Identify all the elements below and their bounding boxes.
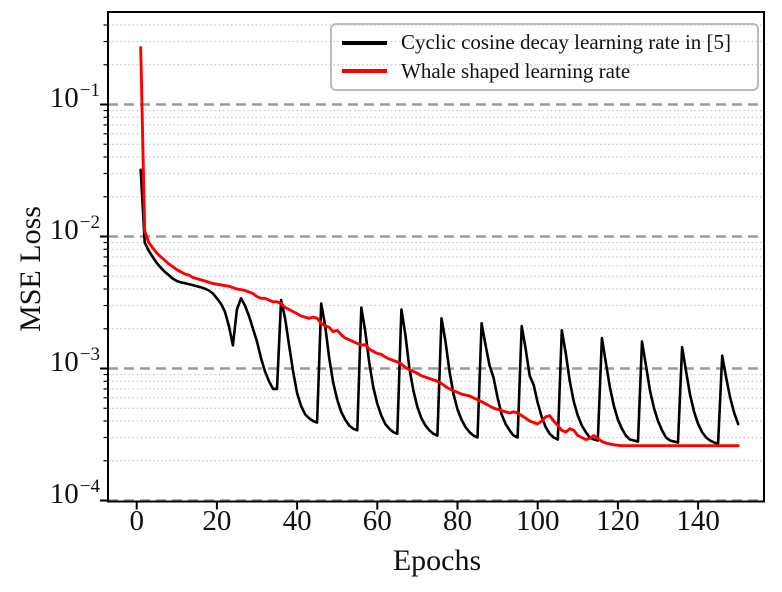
y-tick-label-1e-2: 10−2 [49,211,100,246]
series-line-whale-shaped [139,46,740,448]
y-tick-label-1e-4: 10−4 [49,475,100,510]
x-axis-label: Epochs [392,544,482,577]
legend: Cyclic cosine decay learning rate in [5]… [330,23,759,91]
minor-gridlines [108,24,764,462]
y-tick-label-1e-3: 10−3 [49,343,100,378]
x-tick-label-120: 120 [596,505,640,537]
legend-line-sample-black [342,40,387,45]
x-tick-label-40: 40 [282,505,312,537]
legend-item-whale-shaped: Whale shaped learning rate [342,59,753,84]
axis-ticks [100,24,700,510]
legend-item-cyclic-cosine: Cyclic cosine decay learning rate in [5] [342,30,753,55]
x-tick-label-80: 80 [443,505,472,537]
x-tick-label-0: 0 [129,505,144,537]
legend-label: Whale shaped learning rate [401,58,631,83]
x-tick-label-140: 140 [676,505,720,537]
x-tick-label-60: 60 [362,505,392,537]
x-tick-label-100: 100 [515,505,560,537]
legend-label: Cyclic cosine decay learning rate in [5] [401,30,732,55]
series-line-cyclic-cosine [139,168,740,445]
y-tick-label-1e-1: 10−1 [49,79,100,114]
legend-line-sample-red [342,69,387,74]
major-gridlines [108,103,764,502]
x-tick-label-20: 20 [202,505,232,537]
y-axis-label: MSE Loss [14,206,47,332]
